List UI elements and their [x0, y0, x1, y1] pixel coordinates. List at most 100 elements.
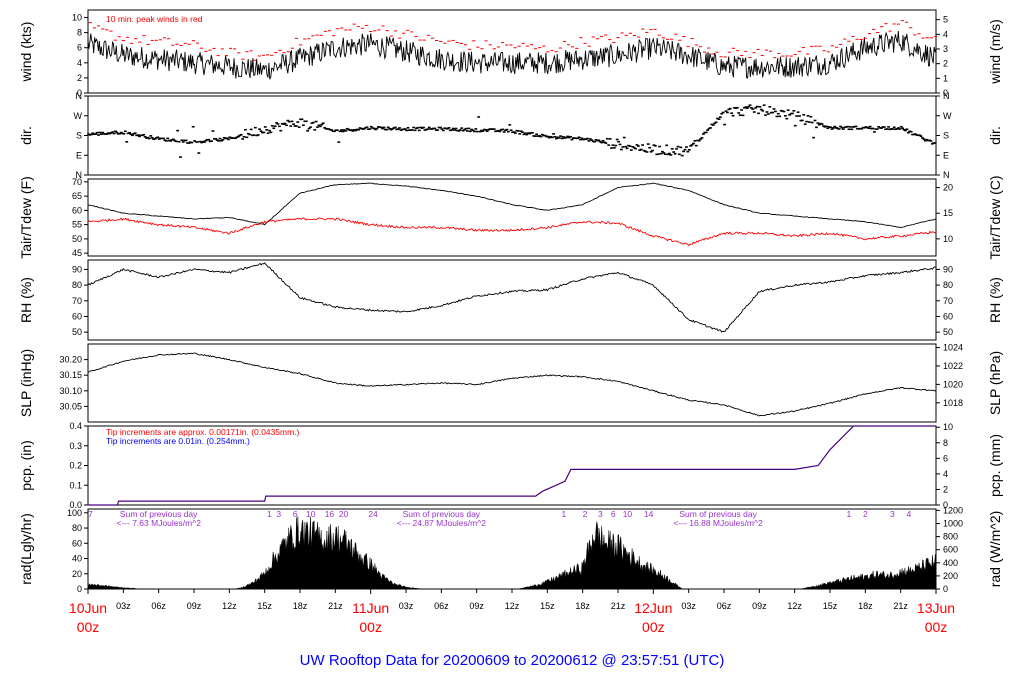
- y-tick-label-right: 4: [943, 469, 948, 479]
- y-axis-label: Tair/Tdew (F): [18, 176, 34, 258]
- direction-marks: [87, 104, 937, 158]
- date-label-hour: 00z: [359, 619, 382, 635]
- y-tick-label: 0.2: [69, 461, 82, 471]
- y-tick-label-right: 2: [943, 59, 948, 69]
- y-tick-label-right: N: [943, 170, 950, 180]
- panel-wind: 0 2 4 6 8 10 0 1 2 3 4 5 wind (kts) wind (m/s) 10 min.…: [18, 9, 1003, 98]
- panel-rad: 020406080100020040060080010001200rad(Lgl…: [18, 505, 1003, 594]
- y-axis-label-right: wind (m/s): [987, 19, 1003, 85]
- y-tick-label: 70: [72, 296, 82, 306]
- y-tick-label: 80: [72, 280, 82, 290]
- panel-frame: [87, 178, 937, 257]
- radiation-hour-label: 1: [561, 509, 566, 519]
- y-axis-label: dir.: [18, 126, 34, 145]
- y-tick-label-right: 600: [943, 545, 958, 555]
- panel-temp: 45 50 55 60 65 70 10 15 20 Tair/Tdew (F) Tair/Tdew…: [18, 175, 1003, 259]
- y-tick-label-right: 0: [943, 584, 948, 594]
- y-tick-label: 30.05: [59, 401, 82, 411]
- y-tick-label: N: [76, 91, 83, 101]
- x-tick-label: 21z: [611, 601, 626, 611]
- y-tick-label: 0: [77, 88, 82, 98]
- footer-title: UW Rooftop Data for 20200609 to 20200612…: [300, 652, 725, 669]
- y-tick-label: 0.4: [69, 421, 82, 431]
- radiation-hour-label: 3: [276, 509, 281, 519]
- x-tick-label: 12z: [787, 601, 802, 611]
- panel-frame: [87, 343, 937, 423]
- x-tick-label: 06z: [151, 601, 166, 611]
- panel-frame: [87, 9, 937, 94]
- y-tick-label: 2: [77, 73, 82, 83]
- y-tick-label-right: 15: [943, 208, 953, 218]
- y-axis-label: wind (kts): [18, 22, 34, 83]
- date-label-hour: 00z: [925, 619, 948, 635]
- y-tick-label: 45: [72, 248, 82, 258]
- x-tick-label: 03z: [399, 601, 414, 611]
- x-tick-label: 21z: [893, 601, 908, 611]
- daily-sum-header: Sum of previous day: [679, 509, 757, 519]
- date-label-day: 12Jun: [634, 600, 672, 616]
- precip-line: [88, 425, 936, 506]
- x-tick-label: 12z: [505, 601, 520, 611]
- y-tick-label-right: 2: [943, 484, 948, 494]
- y-tick-label-right: 1000: [943, 518, 963, 528]
- radiation-hour-label: 6: [293, 509, 298, 519]
- radiation-hour-label: 1: [267, 509, 272, 519]
- x-tick-label: 09z: [752, 601, 767, 611]
- y-tick-label-right: 20: [943, 183, 953, 193]
- y-tick-label: 90: [72, 264, 82, 274]
- y-axis-label: SLP (inHg): [18, 349, 34, 417]
- x-tick-label: 15z: [540, 601, 555, 611]
- x-tick-label: 03z: [116, 601, 131, 611]
- y-tick-label: 60: [72, 311, 82, 321]
- y-tick-label: 6: [77, 43, 82, 53]
- date-label-day: 10Jun: [69, 600, 107, 616]
- y-tick-label-right: 50: [943, 327, 953, 337]
- y-tick-label: 0.1: [69, 480, 82, 490]
- y-tick-label-right: 1020: [943, 379, 963, 389]
- date-label-day: 11Jun: [352, 600, 389, 616]
- panel-frame: [87, 95, 937, 176]
- y-tick-label-right: S: [943, 131, 949, 141]
- y-axis-label: RH (%): [18, 277, 34, 323]
- x-tick-label: 09z: [187, 601, 202, 611]
- y-axis-label-right: dir.: [987, 126, 1003, 145]
- y-tick-label-right: 1018: [943, 398, 963, 408]
- radiation-hour-label: 4: [907, 509, 912, 519]
- y-tick-label-right: 10: [943, 422, 953, 432]
- y-tick-label: S: [76, 131, 82, 141]
- x-tick-label: 18z: [293, 601, 308, 611]
- x-tick-label: 12z: [222, 601, 237, 611]
- y-tick-label: 20: [72, 569, 82, 579]
- y-tick-label: 60: [72, 205, 82, 215]
- y-tick-label: 10: [72, 13, 82, 23]
- y-tick-label-right: 3: [943, 44, 948, 54]
- panel-slp: 30.05 30.10 30.15 30.20 1018 1020 1022 1024 SLP …: [18, 343, 1003, 423]
- y-tick-label: 30.20: [59, 355, 82, 365]
- y-tick-label-right: 5: [943, 15, 948, 25]
- y-tick-label-right: E: [943, 150, 949, 160]
- y-tick-label-right: N: [943, 91, 950, 101]
- x-tick-label: 06z: [434, 601, 449, 611]
- radiation-hour-label: 14: [644, 509, 654, 519]
- daily-sum-header: Sum of previous day: [120, 509, 198, 519]
- y-tick-label-right: 90: [943, 264, 953, 274]
- radiation-hour-label: 1: [846, 509, 851, 519]
- y-tick-label: 40: [72, 554, 82, 564]
- y-tick-label-right: 0: [943, 500, 948, 510]
- y-axis-label: rad(Lgly/hr): [18, 513, 34, 585]
- precip-annotation: Tip increments are approx. 0.00171in. (0…: [106, 427, 300, 437]
- tdew-line: [87, 217, 937, 247]
- y-tick-label-right: 1022: [943, 361, 963, 371]
- date-label-hour: 00z: [77, 619, 100, 635]
- daily-sum-value: <--- 7.63 MJoules/m^2: [116, 518, 201, 528]
- y-tick-label: 30.10: [59, 386, 82, 396]
- y-tick-label: 100: [67, 508, 82, 518]
- y-tick-label-right: 200: [943, 571, 958, 581]
- y-tick-label-right: 60: [943, 311, 953, 321]
- radiation-hour-label: 6: [611, 509, 616, 519]
- y-axis-label-right: pcp. (mm): [987, 434, 1003, 497]
- date-label-day: 13Jun: [917, 600, 955, 616]
- y-tick-label: 0.0: [69, 500, 82, 510]
